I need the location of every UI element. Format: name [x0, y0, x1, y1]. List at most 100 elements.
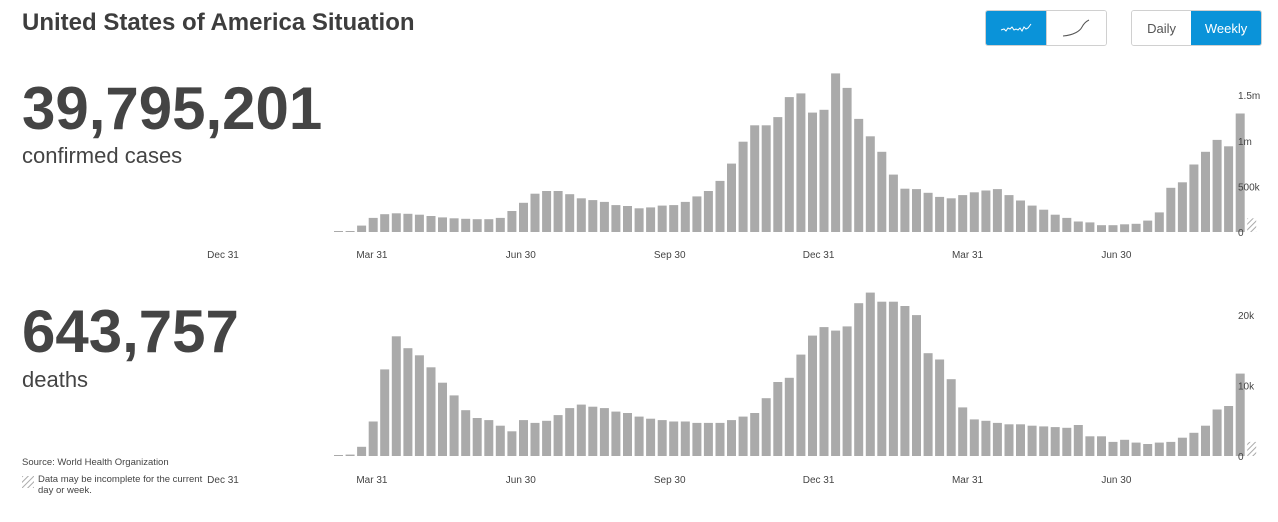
cases-bar [912, 189, 921, 232]
deaths-bar [692, 422, 702, 456]
deaths-bar [345, 454, 355, 456]
deaths-bar [796, 354, 806, 456]
deaths-chart: Dec 31 Mar 31 Jun 30 Sep 30 Dec 31 Mar 31 Jun … [207, 292, 1257, 486]
deaths-bar [414, 355, 424, 456]
cases-bar [888, 174, 898, 232]
cases-bar [842, 87, 852, 233]
cases-bar [992, 189, 1002, 232]
deaths-bar [750, 413, 760, 456]
page-title: United States of America Situation [22, 9, 415, 36]
cases-bar [553, 191, 563, 232]
deaths-bar [1166, 441, 1176, 456]
cases-x-tick-label: Mar 31 [356, 250, 388, 261]
deaths-bar [657, 420, 667, 456]
deaths-y-tick-label: 0 [1238, 452, 1244, 463]
deaths-bar [1004, 424, 1014, 456]
deaths-bar [888, 301, 898, 456]
deaths-bar [935, 359, 945, 456]
sparkline-linear-icon [1000, 23, 1032, 32]
cases-bar [1201, 151, 1210, 232]
cases-bar [1247, 218, 1257, 232]
deaths-bar [669, 421, 679, 456]
cases-x-tick-label: Sep 30 [654, 250, 686, 261]
cases-bar [1120, 224, 1130, 233]
cases-bar [357, 225, 367, 232]
deaths-bar [391, 336, 401, 456]
cases-x-tick-label: Jun 30 [1101, 250, 1131, 261]
cases-bar [1039, 209, 1049, 232]
cases-bar [969, 192, 979, 232]
deaths-bar [1131, 442, 1141, 456]
deaths-bar [1039, 426, 1049, 456]
cumulative-scale-button[interactable] [1045, 11, 1106, 45]
cases-bar [946, 198, 956, 232]
deaths-bar [958, 407, 968, 456]
deaths-bar [784, 377, 794, 456]
deaths-bar [472, 418, 482, 456]
daily-button[interactable]: Daily [1132, 11, 1192, 45]
deaths-bar [946, 379, 956, 456]
deaths-bar [1143, 444, 1153, 456]
deaths-bar [1016, 424, 1025, 456]
cases-bar [808, 112, 817, 232]
cases-bar [484, 219, 494, 232]
deaths-bar [599, 408, 609, 456]
deaths-label: deaths [22, 367, 89, 392]
cases-bar [634, 208, 644, 232]
deaths-bar [519, 420, 528, 456]
deaths-x-tick-label: Jun 30 [1101, 475, 1131, 486]
cases-bar [380, 214, 390, 232]
cumulative-curve-icon [1063, 19, 1090, 37]
cases-bar [784, 97, 794, 232]
cases-bar [519, 202, 528, 232]
cases-bar [368, 217, 378, 232]
deaths-bar [819, 327, 829, 456]
cases-bar [1073, 221, 1083, 232]
cases-bar [657, 205, 667, 232]
deaths-bar [1108, 441, 1118, 456]
cases-x-tick-label: Jun 30 [506, 250, 536, 261]
deaths-y-tick-label: 20k [1238, 311, 1255, 322]
cases-bar [715, 180, 725, 232]
deaths-bar [1235, 373, 1245, 456]
cases-bar [1062, 217, 1072, 232]
cases-bar [1004, 195, 1014, 232]
cases-bar [495, 217, 505, 232]
cases-y-tick-label: 0 [1238, 228, 1244, 239]
weekly-button[interactable]: Weekly [1191, 11, 1261, 45]
cases-bar [1097, 225, 1106, 232]
deaths-bar [1027, 425, 1037, 456]
deaths-bar [1177, 437, 1187, 456]
deaths-bar [842, 326, 852, 456]
cases-bar [542, 191, 552, 232]
deaths-bar [808, 335, 817, 456]
cases-bar [438, 217, 447, 232]
deaths-bar [715, 422, 725, 456]
deaths-bar [588, 406, 598, 456]
deaths-bar [923, 353, 933, 456]
linear-scale-button[interactable] [986, 11, 1046, 45]
cases-bar [900, 188, 910, 232]
deaths-bar [623, 413, 632, 456]
deaths-bar [1212, 409, 1222, 456]
deaths-bar [738, 416, 748, 456]
deaths-total: 643,757 [22, 298, 239, 365]
source-note: Source: World Health Organization [22, 457, 169, 468]
cases-bar [981, 190, 991, 232]
confirmed-cases-label: confirmed cases [22, 143, 183, 168]
cases-bar [623, 206, 632, 232]
deaths-x-tick-label: Dec 31 [803, 475, 835, 486]
deaths-x-tick-label: Jun 30 [506, 475, 536, 486]
deaths-bar [1073, 425, 1083, 456]
deaths-bar [727, 420, 736, 456]
cases-bar [854, 118, 864, 232]
cases-bar [611, 205, 621, 232]
deaths-bar [1247, 441, 1257, 456]
cases-bar [646, 207, 656, 232]
deaths-bar [854, 303, 864, 456]
deaths-bar [1062, 427, 1072, 456]
confirmed-cases-chart: Dec 31 Mar 31 Jun 30 Sep 30 Dec 31 Mar 31 Jun … [207, 73, 1261, 261]
period-toggle: Daily Weekly [1131, 10, 1262, 46]
deaths-bar [1120, 439, 1130, 456]
cases-bar [1143, 220, 1153, 232]
